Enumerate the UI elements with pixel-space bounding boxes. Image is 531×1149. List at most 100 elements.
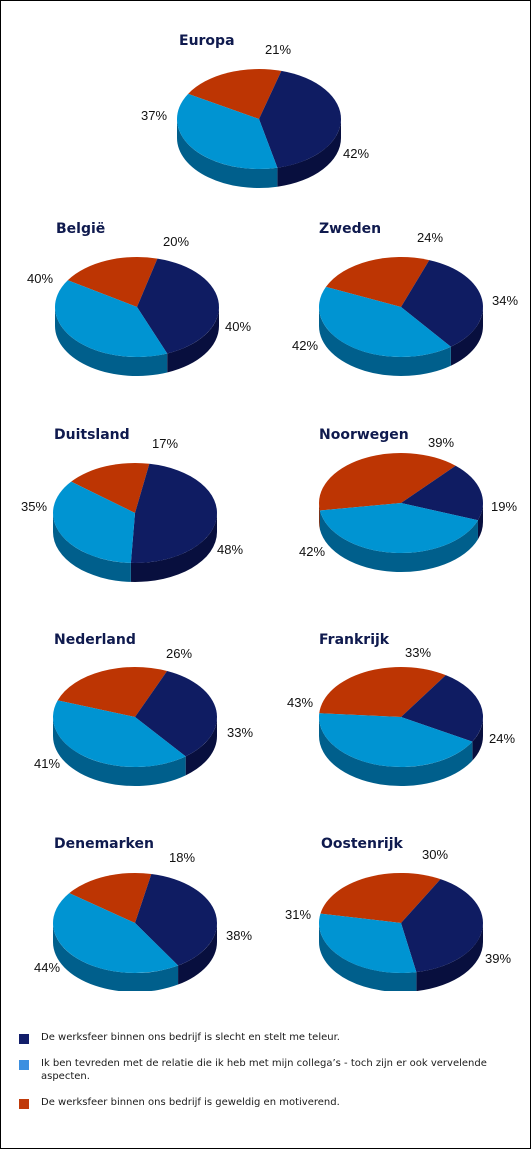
chart-title: Denemarken [54, 836, 154, 852]
slice-label-tevreden: 35% [21, 499, 47, 514]
pie-chart-4: Noorwegen 19% 42% 39% [299, 427, 517, 572]
chart-title: Noorwegen [319, 427, 409, 443]
pie-chart-3: Duitsland 48% 35% 17% [21, 427, 243, 582]
pie-slice-slecht [135, 670, 217, 757]
legend: De werksfeer binnen ons bedrijf is slech… [19, 1031, 489, 1122]
pie-side-group [319, 503, 483, 572]
pie-side-slecht [472, 717, 483, 761]
pie-slice-tevreden [318, 286, 451, 357]
legend-swatch-tevreden [19, 1060, 29, 1070]
slice-label-geweldig: 21% [265, 42, 291, 57]
slice-label-slecht: 33% [227, 725, 253, 740]
chart-title: Duitsland [54, 427, 130, 443]
pie-slice-geweldig [188, 69, 282, 119]
pie-side-slecht [416, 923, 483, 991]
pie-chart-2: Zweden 34% 42% 24% [292, 221, 518, 376]
slice-label-slecht: 24% [489, 731, 515, 746]
slice-label-geweldig: 18% [169, 850, 195, 865]
legend-label-slecht: De werksfeer binnen ons bedrijf is slech… [41, 1032, 340, 1043]
pie-chart-6: Frankrijk 24% 43% 33% [287, 632, 515, 787]
pie-slice-slecht [401, 879, 483, 973]
pie-slice-tevreden [53, 481, 135, 563]
legend-item-slecht: De werksfeer binnen ons bedrijf is slech… [19, 1031, 489, 1044]
pie-chart-5: Nederland 33% 41% 26% [34, 632, 253, 786]
pie-side-group [177, 119, 341, 188]
pie-side-group [319, 923, 483, 991]
slice-label-tevreden: 44% [34, 960, 60, 975]
legend-swatch-slecht [19, 1034, 29, 1044]
pie-side-slecht [167, 307, 220, 373]
chart-title: Nederland [54, 632, 136, 648]
slice-label-slecht: 19% [491, 499, 517, 514]
slice-label-geweldig: 30% [422, 847, 448, 862]
chart-title: Zweden [319, 221, 381, 237]
pie-side-slecht [450, 307, 483, 366]
pie-side-group [53, 717, 217, 786]
pie-side-slecht [185, 717, 217, 776]
pie-slice-geweldig [67, 257, 158, 307]
legend-item-geweldig: De werksfeer binnen ons bedrijf is gewel… [19, 1096, 489, 1109]
slice-label-slecht: 39% [485, 951, 511, 966]
pie-side-tevreden [55, 307, 168, 377]
pie-side-group [53, 923, 217, 991]
pie-side-group [319, 307, 483, 376]
pie-slice-tevreden [177, 93, 278, 169]
slice-label-tevreden: 42% [299, 544, 325, 559]
slice-label-geweldig: 20% [163, 234, 189, 249]
slice-label-tevreden: 37% [141, 108, 167, 123]
slice-label-geweldig: 24% [417, 230, 443, 245]
pie-slice-slecht [130, 463, 217, 563]
pie-side-tevreden [319, 307, 451, 376]
pie-side-group [52, 513, 217, 582]
chart-title: Oostenrijk [321, 836, 404, 852]
pie-side-tevreden [52, 513, 131, 582]
slice-label-tevreden: 40% [27, 271, 53, 286]
pie-slice-slecht [135, 874, 218, 966]
pie-side-slecht [277, 119, 341, 187]
pie-slice-geweldig [320, 873, 441, 923]
slice-label-geweldig: 26% [166, 646, 192, 661]
pie-slice-slecht [401, 465, 483, 521]
pie-chart-1: België 40% 40% 20% [27, 221, 251, 377]
slice-label-slecht: 40% [225, 319, 251, 334]
pie-side-geweldig [319, 503, 320, 530]
slice-label-slecht: 38% [226, 928, 252, 943]
pie-chart-7: Denemarken 38% 44% 18% [34, 836, 252, 991]
pie-side-tevreden [53, 923, 179, 991]
chart-title: België [56, 221, 105, 237]
pie-slice-tevreden [319, 913, 417, 973]
pie-slice-tevreden [52, 700, 186, 767]
pie-side-tevreden [319, 510, 478, 572]
pie-chart-0: Europa 42% 37% 21% [141, 33, 369, 188]
pie-slice-slecht [401, 260, 483, 347]
pie-slice-tevreden [319, 503, 478, 553]
pie-slice-geweldig [325, 257, 430, 307]
pie-slice-slecht [401, 675, 483, 742]
pie-side-slecht [178, 923, 217, 985]
slice-label-tevreden: 43% [287, 695, 313, 710]
slice-label-geweldig: 33% [405, 645, 431, 660]
pie-slice-geweldig [318, 452, 456, 511]
pie-slice-slecht [259, 70, 342, 168]
legend-item-tevreden: Ik ben tevreden met de relatie die ik he… [19, 1057, 489, 1083]
pie-side-slecht [130, 513, 217, 582]
pie-side-slecht [477, 503, 483, 540]
slice-label-geweldig: 17% [152, 436, 178, 451]
pie-slice-tevreden [52, 893, 179, 973]
pie-side-group [55, 307, 220, 377]
pie-slice-geweldig [71, 463, 150, 513]
slice-label-tevreden: 42% [292, 338, 318, 353]
pie-side-group [319, 717, 483, 787]
pie-slice-tevreden [319, 713, 473, 767]
legend-label-tevreden: Ik ben tevreden met de relatie die ik he… [41, 1058, 487, 1082]
slice-label-slecht: 34% [492, 293, 518, 308]
pie-charts-svg: Europa 42% 37% 21% België 40% 40% 20% Zweden 34% 4… [21, 33, 518, 991]
pie-slice-geweldig [319, 667, 446, 717]
chart-title: Frankrijk [319, 632, 390, 648]
slice-label-slecht: 48% [217, 542, 243, 557]
pie-side-tevreden [53, 717, 186, 786]
chart-title: Europa [179, 33, 235, 49]
pie-side-tevreden [177, 119, 278, 188]
pie-slice-slecht [137, 258, 220, 354]
